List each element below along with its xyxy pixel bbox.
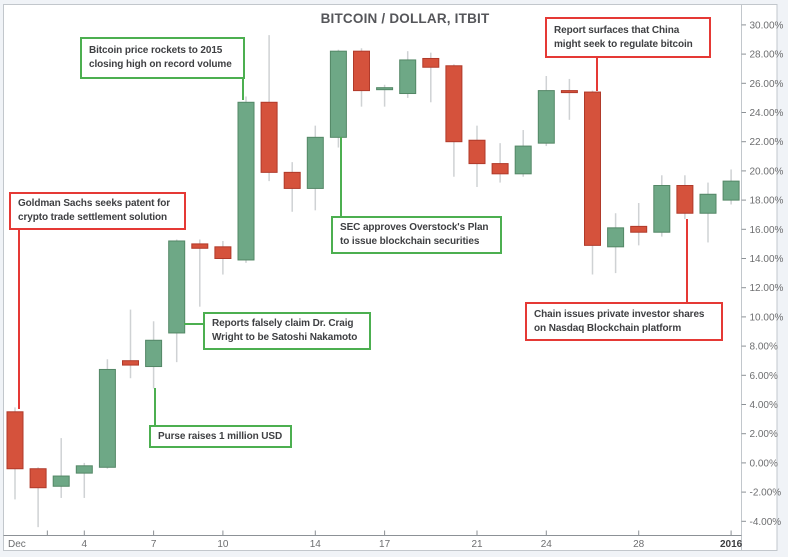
candle-dec-22[interactable] <box>491 163 509 175</box>
annotation-bitcoin-rockets-2015-high: Bitcoin price rockets to 2015 closing hig… <box>80 37 245 79</box>
y-axis-label: -4.00% <box>750 517 782 528</box>
chart-frame-border <box>3 4 778 551</box>
y-axis-label: 14.00% <box>750 254 784 265</box>
annotation-text-line: Purse raises 1 million USD <box>158 430 283 442</box>
annotation-text-line: crypto trade settlement solution <box>18 212 168 223</box>
chart-title: BITCOIN / DOLLAR, ITBIT <box>320 11 490 26</box>
candle-dec-5[interactable] <box>98 368 116 468</box>
y-axis-label: 22.00% <box>750 137 784 148</box>
y-axis-label: 8.00% <box>750 342 778 353</box>
candle-dec-6[interactable] <box>122 360 139 366</box>
candle-dec-9[interactable] <box>191 243 209 249</box>
y-axis-label: 20.00% <box>750 166 784 177</box>
candle-dec-26[interactable] <box>584 91 601 246</box>
annotation-sec-approves-overstock: SEC approves Overstock's Plan to issue bl… <box>331 216 502 254</box>
annotation-text-line: closing high on record volume <box>89 59 232 70</box>
candle-dec-11[interactable] <box>237 101 255 261</box>
x-axis-label: 21 <box>471 539 483 550</box>
x-axis-label: 7 <box>151 539 157 550</box>
candle-dec-18[interactable] <box>399 59 417 95</box>
annotation-reports-craig-wright: Reports falsely claim Dr. Craig Wright to… <box>203 312 371 350</box>
candle-dec-10[interactable] <box>214 246 232 260</box>
candle-dec-2[interactable] <box>29 468 47 489</box>
candle-dec-31[interactable] <box>699 193 717 214</box>
candle-dec-3[interactable] <box>52 475 70 487</box>
y-axis-label: -2.00% <box>750 488 782 499</box>
candle-dec-24[interactable] <box>537 90 555 144</box>
y-axis-label: 24.00% <box>750 108 784 119</box>
candle-dec-17[interactable] <box>376 87 394 91</box>
candle-dec-19[interactable] <box>422 57 440 68</box>
candle-dec-12[interactable] <box>260 101 278 173</box>
candle-dec-14[interactable] <box>306 136 324 189</box>
candle-dec-23[interactable] <box>514 145 532 175</box>
y-axis-label: 16.00% <box>750 225 784 236</box>
x-axis-label: Dec <box>8 539 26 550</box>
x-axis-label: 28 <box>633 539 645 550</box>
y-axis-label: 18.00% <box>750 196 784 207</box>
annotation-chain-nasdaq-platform: Chain issues private investor shares on N… <box>525 302 723 341</box>
y-axis-label: 30.00% <box>750 20 784 31</box>
candle-dec-7[interactable] <box>145 339 163 368</box>
y-axis-label: 26.00% <box>750 79 784 90</box>
y-axis-label: 10.00% <box>750 312 784 323</box>
annotation-text-line: on Nasdaq Blockchain platform <box>534 322 682 334</box>
candle-dec-15[interactable] <box>329 50 347 138</box>
y-axis-label: 6.00% <box>750 371 778 382</box>
annotation-text-line: Bitcoin price rockets to 2015 <box>89 45 223 56</box>
candle-dec-30[interactable] <box>676 185 694 214</box>
candle-dec-4[interactable] <box>75 465 93 474</box>
annotation-goldman-sachs-patent: Goldman Sachs seeks patent for crypto tra… <box>9 192 186 230</box>
candle-dec-13[interactable] <box>283 171 301 189</box>
annotation-text-line: Chain issues private investor shares <box>534 308 705 320</box>
y-axis-label: 0.00% <box>750 458 778 469</box>
y-axis-label: 28.00% <box>750 50 784 61</box>
y-axis-label: 4.00% <box>750 400 778 411</box>
x-axis-label: 24 <box>541 539 553 550</box>
annotation-text-line: might seek to regulate bitcoin <box>554 38 693 50</box>
x-axis-label: 17 <box>379 539 391 550</box>
annotation-purse-raises-1-million: Purse raises 1 million USD <box>149 425 292 448</box>
candle-dec-21[interactable] <box>468 139 486 165</box>
candle-jan-1[interactable] <box>722 180 740 201</box>
annotation-china-regulate-bitcoin: Report surfaces that China might seek to … <box>545 17 711 58</box>
candle-dec-8[interactable] <box>168 240 186 334</box>
x-axis-label: 14 <box>310 539 322 550</box>
annotation-text-line: Reports falsely claim Dr. Craig <box>212 318 354 329</box>
candle-dec-25[interactable] <box>560 90 578 94</box>
candle-dec-16[interactable] <box>353 50 370 92</box>
annotation-text-line: Wright to be Satoshi Nakamoto <box>212 332 358 343</box>
candle-dec-29[interactable] <box>653 185 671 233</box>
candle-dec-20[interactable] <box>445 65 463 143</box>
y-axis-label: 12.00% <box>750 283 784 294</box>
candle-dec-27[interactable] <box>607 227 625 248</box>
candle-dec-28[interactable] <box>630 225 648 233</box>
x-axis-label: 2016 <box>720 539 743 550</box>
x-axis-label: 4 <box>82 539 88 550</box>
annotation-text-line: Goldman Sachs seeks patent for <box>18 198 171 209</box>
annotation-text-line: Report surfaces that China <box>554 24 680 36</box>
x-axis-label: 10 <box>217 539 229 550</box>
y-axis-label: 2.00% <box>750 429 778 440</box>
candle-dec-1[interactable] <box>6 411 24 470</box>
annotation-text-line: SEC approves Overstock's Plan <box>340 222 489 233</box>
annotation-text-line: to issue blockchain securities <box>340 236 480 247</box>
